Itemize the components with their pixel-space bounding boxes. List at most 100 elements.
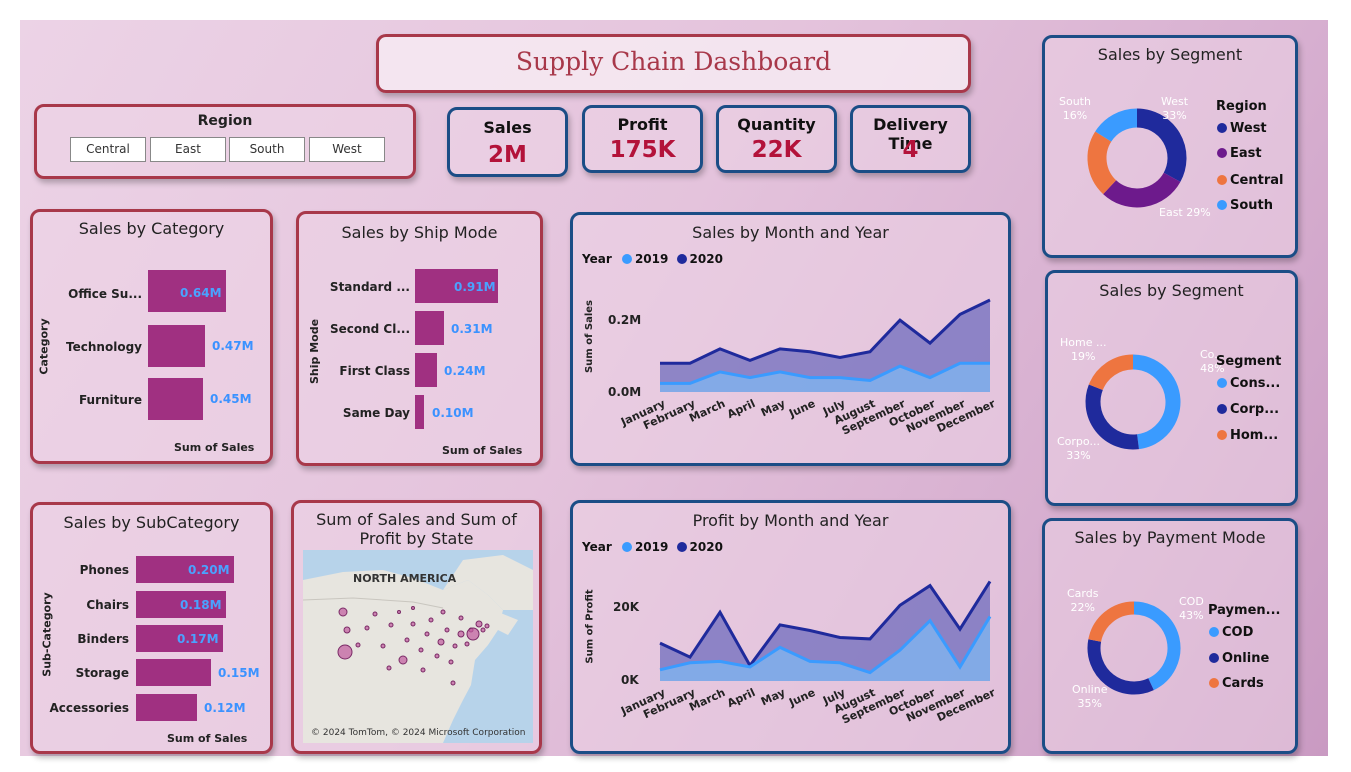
legend-swatch xyxy=(1209,653,1219,663)
legend-item-2020[interactable]: 2020 xyxy=(676,252,723,266)
legend-item-west[interactable]: West xyxy=(1217,121,1267,136)
legend-item-east[interactable]: East xyxy=(1217,146,1262,161)
x-tick-label: June xyxy=(786,686,817,710)
kpi-sales-value: 2M xyxy=(488,142,527,168)
sales-by-subcategory-chart[interactable]: Sales by SubCategory Sub-Category Phones… xyxy=(30,502,273,754)
x-tick-label: May xyxy=(759,686,787,708)
legend-swatch xyxy=(1217,148,1227,158)
kpi-profit-card: Profit 175K xyxy=(582,105,703,173)
chart-title: Profit by Month and Year xyxy=(692,511,889,530)
category-label: Technology xyxy=(66,340,142,354)
chart-title: Sum of Sales and Sum of Profit by State xyxy=(294,510,539,548)
sales-by-shipmode-chart[interactable]: Sales by Ship Mode Ship Mode Standard ..… xyxy=(296,211,543,466)
data-label: 0.91M xyxy=(454,280,496,294)
bar-phones[interactable] xyxy=(136,556,234,583)
bar-same-day[interactable] xyxy=(415,395,424,429)
region-slicer: Region Central East South West xyxy=(34,104,416,179)
sales-by-segment-donut[interactable]: Sales by Segment Co... 48% Corpo... 33% Ho… xyxy=(1045,270,1298,506)
legend-item-2019[interactable]: 2019 xyxy=(621,252,668,266)
donut-slice xyxy=(1095,108,1138,143)
bar-accessories[interactable] xyxy=(136,694,197,721)
legend-item-consumer[interactable]: Cons... xyxy=(1217,376,1280,391)
kpi-quantity-title: Quantity xyxy=(737,115,816,134)
bar-first-class[interactable] xyxy=(415,353,437,387)
x-axis-label: Sum of Sales xyxy=(442,444,523,457)
bar-second-class[interactable] xyxy=(415,311,444,345)
donut-svg xyxy=(1087,108,1187,208)
sales-by-payment-donut[interactable]: Sales by Payment Mode COD 43% Online 35% C… xyxy=(1042,518,1298,754)
bar-office-supplies[interactable] xyxy=(148,270,226,312)
kpi-quantity-card: Quantity 22K xyxy=(716,105,837,173)
donut-slice xyxy=(1087,639,1154,695)
sales-by-region-donut[interactable]: Sales by Segment West 33% East 29% South 1… xyxy=(1042,35,1298,258)
category-label: Furniture xyxy=(78,393,142,407)
legend-title: Year xyxy=(582,540,612,554)
data-label: 0.10M xyxy=(432,406,474,420)
donut-slice xyxy=(1087,131,1117,195)
bar-standard-class[interactable] xyxy=(415,269,498,303)
legend-item-corporate[interactable]: Corp... xyxy=(1217,402,1279,417)
legend-item-2019[interactable]: 2019 xyxy=(621,540,668,554)
legend-item-south[interactable]: South xyxy=(1217,198,1273,213)
donut-slice xyxy=(1103,172,1181,208)
legend-title: Year xyxy=(582,252,612,266)
legend-item-central[interactable]: Central xyxy=(1217,173,1283,188)
legend-swatch xyxy=(621,542,632,552)
donut-slice xyxy=(1088,354,1134,391)
map-title-line1: Sum of Sales and Sum of xyxy=(316,510,517,529)
donut-slice xyxy=(1136,108,1187,182)
bar-chairs[interactable] xyxy=(136,591,226,618)
data-label: 0.15M xyxy=(218,666,260,680)
subcategory-label: Binders xyxy=(77,632,129,646)
subcategory-label: Phones xyxy=(79,563,129,577)
slicer-option-east[interactable]: East xyxy=(150,137,226,162)
slicer-option-central[interactable]: Central xyxy=(70,137,146,162)
legend-swatch xyxy=(676,542,687,552)
legend-swatch xyxy=(1217,123,1227,133)
legend-item-cards[interactable]: Cards xyxy=(1209,676,1264,691)
map-region-label: NORTH AMERICA xyxy=(353,572,457,585)
slice-label-cards: Cards 22% xyxy=(1067,587,1099,614)
donut-slice xyxy=(1132,354,1181,450)
bar-furniture[interactable] xyxy=(148,378,203,420)
legend-item-home-office[interactable]: Hom... xyxy=(1217,428,1278,443)
data-label: 0.18M xyxy=(180,598,222,612)
map-copyright: © 2024 TomTom, © 2024 Microsoft Corporat… xyxy=(311,728,526,738)
y-tick-label: 0K xyxy=(621,673,639,687)
profit-by-month-chart[interactable]: Profit by Month and Year Year 2019 2020 … xyxy=(570,500,1011,754)
legend-label: 2020 xyxy=(689,540,723,554)
shipmode-label: First Class xyxy=(339,364,410,378)
slicer-option-west[interactable]: West xyxy=(309,137,385,162)
map-view[interactable]: NORTH AMERICA © 2024 TomTom, © 2024 Micr… xyxy=(303,550,533,743)
y-tick-label: 20K xyxy=(613,600,639,614)
kpi-sales-title: Sales xyxy=(483,118,532,137)
legend-item-cod[interactable]: COD xyxy=(1209,625,1253,640)
category-label: Office Su... xyxy=(68,287,142,301)
series-line-2020 xyxy=(659,580,992,669)
sales-by-category-chart[interactable]: Sales by Category Category Office Su... … xyxy=(30,209,273,464)
chart-title: Sales by Payment Mode xyxy=(1074,528,1266,547)
kpi-delivery-value: 4 xyxy=(902,137,919,163)
legend-item-online[interactable]: Online xyxy=(1209,651,1269,666)
subcategory-label: Chairs xyxy=(86,598,129,612)
map-title-line2: Profit by State xyxy=(359,529,474,548)
legend-swatch xyxy=(1217,430,1227,440)
bar-binders[interactable] xyxy=(136,625,223,652)
data-label: 0.24M xyxy=(444,364,486,378)
series-line-2019 xyxy=(659,615,992,675)
kpi-profit-title: Profit xyxy=(617,115,668,134)
legend-item-2020[interactable]: 2020 xyxy=(676,540,723,554)
legend-swatch xyxy=(1217,200,1227,210)
slice-label-west: West 33% xyxy=(1161,95,1189,122)
legend-swatch xyxy=(1217,404,1227,414)
slice-label-south: South 16% xyxy=(1059,95,1091,122)
bar-technology[interactable] xyxy=(148,325,205,367)
data-label: 0.64M xyxy=(180,286,222,300)
legend-label: 2020 xyxy=(689,252,723,266)
y-tick-label: 0.2M xyxy=(608,313,642,327)
bar-storage[interactable] xyxy=(136,659,211,686)
slicer-option-south[interactable]: South xyxy=(229,137,305,162)
slice-label-corporate: Corpo... 33% xyxy=(1057,435,1100,462)
sales-by-month-chart[interactable]: Sales by Month and Year Year 2019 2020 S… xyxy=(570,212,1011,466)
